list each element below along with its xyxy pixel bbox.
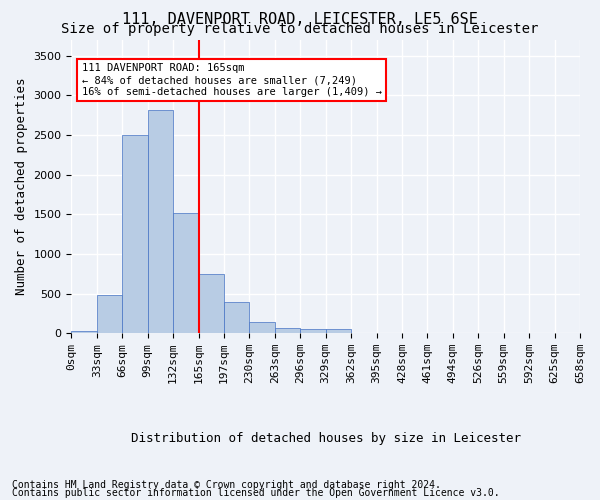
Text: Size of property relative to detached houses in Leicester: Size of property relative to detached ho… bbox=[61, 22, 539, 36]
Bar bbox=[326, 329, 351, 333]
Bar bbox=[275, 328, 300, 333]
Bar bbox=[97, 295, 122, 333]
X-axis label: Distribution of detached houses by size in Leicester: Distribution of detached houses by size … bbox=[131, 432, 521, 445]
Text: 111 DAVENPORT ROAD: 165sqm
← 84% of detached houses are smaller (7,249)
16% of s: 111 DAVENPORT ROAD: 165sqm ← 84% of deta… bbox=[82, 64, 382, 96]
Text: Contains public sector information licensed under the Open Government Licence v3: Contains public sector information licen… bbox=[12, 488, 500, 498]
Bar bbox=[122, 135, 148, 333]
Bar bbox=[300, 329, 326, 333]
Bar bbox=[148, 110, 173, 333]
Bar bbox=[250, 322, 275, 333]
Bar bbox=[224, 302, 250, 333]
Bar bbox=[199, 274, 224, 333]
Text: 111, DAVENPORT ROAD, LEICESTER, LE5 6SE: 111, DAVENPORT ROAD, LEICESTER, LE5 6SE bbox=[122, 12, 478, 28]
Text: Contains HM Land Registry data © Crown copyright and database right 2024.: Contains HM Land Registry data © Crown c… bbox=[12, 480, 441, 490]
Bar bbox=[71, 331, 97, 333]
Bar bbox=[173, 212, 199, 333]
Y-axis label: Number of detached properties: Number of detached properties bbox=[15, 78, 28, 296]
